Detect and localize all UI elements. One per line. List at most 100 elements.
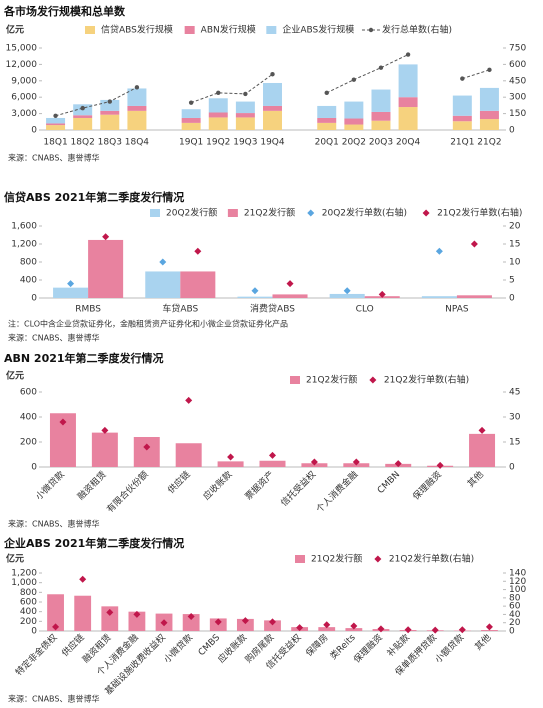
y-tick-label: 800 [20, 258, 37, 268]
x-tick-label: 特定非金债权 [13, 631, 60, 678]
y-tick-label: 0 [31, 463, 37, 473]
marker [286, 280, 294, 288]
y-tick-label: 1,000 [11, 578, 37, 588]
bar [88, 239, 124, 298]
x-tick-label: 19Q1 [179, 138, 203, 148]
y2-tick-label: 0 [509, 126, 515, 136]
marker [323, 621, 331, 629]
x-tick-label: CMBN [376, 470, 402, 496]
legend-key [307, 209, 315, 217]
y2-tick-label: 0 [509, 463, 515, 473]
x-tick-label: 20Q2 [342, 138, 366, 148]
x-tick-label: NPAS [445, 305, 469, 315]
bar [208, 112, 228, 118]
legend-key [227, 209, 238, 217]
bar [452, 115, 472, 122]
chart-title: 信贷ABS 2021年第二季度发行情况 [4, 190, 184, 204]
chart-title: 各市场发行规模和总单数 [3, 4, 126, 18]
bar [452, 95, 472, 116]
y-tick-label: 400 [20, 413, 37, 423]
legend-label: 20Q2发行额 [166, 207, 217, 219]
marker [343, 287, 351, 295]
bar [73, 115, 93, 118]
bar [469, 433, 496, 467]
x-tick-label: 19Q2 [206, 138, 230, 148]
y-tick-label: 200 [20, 438, 37, 448]
marker [227, 453, 235, 461]
y2-tick-label: 20 [509, 222, 521, 232]
line-point [134, 85, 140, 90]
y2-tick-label: 45 [509, 388, 520, 398]
x-tick-label: 19Q4 [260, 138, 285, 148]
x-tick-label: 18Q1 [43, 138, 67, 148]
legend-key [184, 26, 195, 34]
bar [452, 121, 472, 130]
line-point [243, 91, 248, 97]
line-point [324, 90, 329, 96]
bar [456, 295, 492, 298]
line-point [378, 65, 384, 70]
bar [74, 595, 92, 631]
y2-tick-label: 20 [509, 618, 521, 628]
legend-label: 21Q2发行额 [244, 207, 295, 219]
bar [175, 443, 202, 467]
bar [329, 293, 365, 298]
x-tick-label: 21Q2 [477, 138, 501, 148]
marker [133, 610, 141, 618]
x-tick-label: 19Q3 [233, 138, 257, 148]
bar [259, 460, 286, 467]
x-tick-label: RMBS [75, 305, 101, 315]
marker [404, 626, 412, 634]
x-tick-label: CMBS [197, 633, 223, 659]
marker [214, 618, 222, 626]
x-tick-label: 其他 [465, 468, 486, 489]
marker [101, 426, 109, 434]
marker [431, 626, 439, 634]
bar [344, 101, 364, 119]
bar [181, 109, 201, 118]
x-tick-label: 小微贷款 [33, 468, 67, 502]
bar [317, 117, 337, 123]
marker [102, 233, 110, 241]
x-tick-label: 消费贷ABS [250, 303, 295, 315]
legend-label: 20Q2发行单数(右轴) [322, 207, 407, 219]
bar [344, 118, 364, 125]
x-tick-label: 20Q4 [396, 138, 421, 148]
x-tick-label: 个人消费金融 [314, 468, 361, 515]
bar [100, 114, 120, 130]
bar [208, 117, 228, 130]
legend-label: 21Q2发行单数(右轴) [437, 207, 522, 219]
chart-title: ABN 2021年第二季度发行情况 [4, 351, 164, 365]
x-tick-label: 18Q4 [125, 138, 150, 148]
y2-tick-label: 750 [509, 44, 526, 54]
x-tick-label: 供应链 [165, 468, 193, 496]
y-tick-label: 400 [20, 276, 37, 286]
legend-label: 21Q2发行单数(右轴) [384, 374, 469, 386]
y2-tick-label: 15 [509, 240, 520, 250]
marker [269, 451, 276, 459]
bar [127, 105, 147, 111]
bar [180, 271, 216, 298]
bar [236, 618, 254, 631]
bar [344, 124, 364, 130]
x-tick-label: 车贷ABS [162, 303, 198, 315]
bar [133, 437, 160, 467]
y2-tick-label: 0 [509, 294, 515, 304]
bar [46, 117, 66, 124]
bar [46, 123, 66, 126]
marker [485, 623, 493, 631]
legend-key [290, 376, 300, 384]
marker [458, 626, 466, 634]
bar [47, 594, 64, 631]
y2-tick-label: 80 [509, 593, 521, 603]
marker [436, 461, 444, 469]
bar [208, 98, 228, 113]
source: 来源：CNABS、惠誉博华 [8, 694, 99, 704]
bar [237, 296, 273, 298]
bar [235, 117, 255, 130]
bar [235, 101, 255, 114]
x-tick-label: 票据资产 [242, 468, 276, 502]
legend-key [368, 27, 374, 33]
y-tick-label: 3,000 [11, 109, 37, 119]
marker [143, 443, 151, 451]
